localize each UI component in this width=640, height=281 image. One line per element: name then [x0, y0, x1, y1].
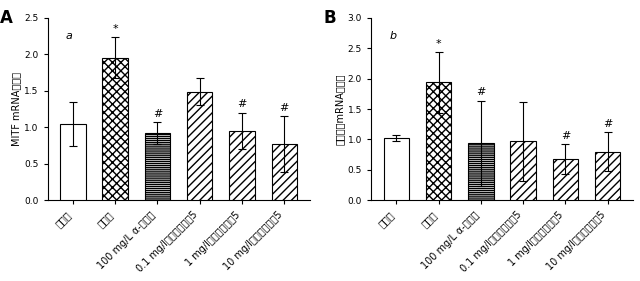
Bar	[383, 138, 409, 200]
Text: *: *	[113, 24, 118, 34]
Bar	[426, 82, 451, 200]
Bar	[145, 133, 170, 200]
Text: #: #	[561, 131, 570, 141]
Y-axis label: MITF mRNA相对値: MITF mRNA相对値	[12, 72, 21, 146]
Bar	[511, 141, 536, 200]
Text: #: #	[237, 99, 246, 109]
Bar	[229, 131, 255, 200]
Text: #: #	[153, 108, 162, 119]
Text: b: b	[389, 31, 396, 40]
Text: B: B	[324, 9, 337, 27]
Bar	[553, 159, 578, 200]
Text: #: #	[603, 119, 612, 129]
Text: A: A	[1, 9, 13, 27]
Y-axis label: 酰氧酸酶mRNA相对値: 酰氧酸酶mRNA相对値	[335, 73, 345, 145]
Text: *: *	[436, 39, 442, 49]
Bar	[60, 124, 86, 200]
Text: #: #	[476, 87, 486, 98]
Bar	[102, 58, 128, 200]
Text: a: a	[66, 31, 73, 40]
Bar	[595, 152, 620, 200]
Bar	[468, 143, 493, 200]
Text: #: #	[280, 103, 289, 113]
Bar	[187, 92, 212, 200]
Bar	[271, 144, 297, 200]
